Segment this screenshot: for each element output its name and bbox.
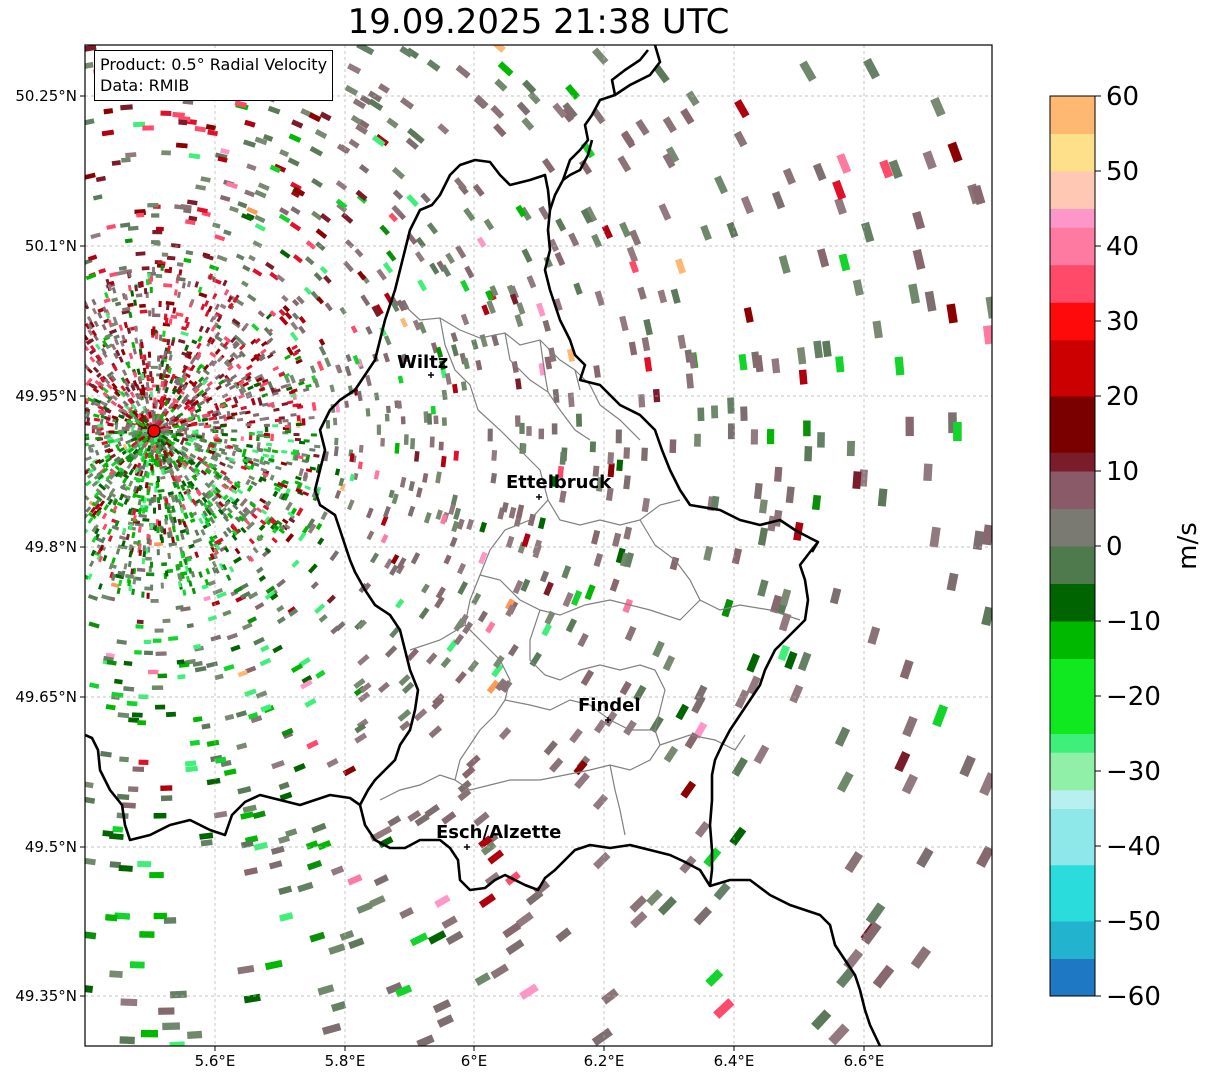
city-findel: Findel bbox=[578, 695, 641, 723]
y-tick-label: 50.25°N bbox=[15, 87, 77, 105]
colorbar-segment bbox=[1050, 883, 1095, 903]
colorbar-segment bbox=[1050, 227, 1095, 247]
y-tick-label: 50.1°N bbox=[25, 237, 77, 255]
colorbar-tick-label: −20 bbox=[1106, 682, 1161, 712]
colorbar-tick-label: 50 bbox=[1106, 157, 1139, 187]
colorbar-segment bbox=[1050, 789, 1095, 809]
city-ettelbruck: Ettelbruck bbox=[506, 472, 612, 500]
city-label: Findel bbox=[578, 695, 641, 716]
colorbar-tick-label: −10 bbox=[1106, 607, 1161, 637]
velocity-echoes bbox=[85, 45, 992, 1046]
colorbar-segment bbox=[1050, 864, 1095, 884]
y-tick-label: 49.95°N bbox=[15, 387, 77, 405]
colorbar-segment bbox=[1050, 508, 1095, 528]
colorbar-segment bbox=[1050, 808, 1095, 828]
city-wiltz: Wiltz bbox=[397, 352, 448, 378]
colorbar-segment bbox=[1050, 733, 1095, 753]
colorbar-tick-label: −60 bbox=[1106, 982, 1161, 1012]
colorbar-segment bbox=[1050, 321, 1095, 341]
colorbar-segment bbox=[1050, 152, 1095, 172]
x-tick-label: 5.6°E bbox=[195, 1052, 236, 1070]
colorbar-segment bbox=[1050, 358, 1095, 378]
colorbar-segment bbox=[1050, 696, 1095, 716]
colorbar-segment bbox=[1050, 171, 1095, 191]
gridlines bbox=[85, 45, 992, 1046]
city-markers: Wiltz Ettelbruck Findel Esch/Alzette bbox=[397, 352, 641, 850]
product-label: Product: 0.5° Radial Velocity bbox=[100, 55, 328, 74]
colorbar-segment bbox=[1050, 714, 1095, 734]
map-frame bbox=[84, 44, 993, 1047]
colorbar-segment bbox=[1050, 133, 1095, 153]
y-tick-label: 49.35°N bbox=[15, 987, 77, 1005]
colorbar-segment bbox=[1050, 939, 1095, 959]
chart-title: 19.09.2025 21:38 UTC bbox=[347, 2, 730, 42]
colorbar-tick-label: 60 bbox=[1106, 82, 1139, 112]
colorbar-segment bbox=[1050, 583, 1095, 603]
x-tick-label: 5.8°E bbox=[325, 1052, 366, 1070]
colorbar-tick-label: −40 bbox=[1106, 832, 1161, 862]
colorbar-segment bbox=[1050, 546, 1095, 566]
colorbar-unit-label: m/s bbox=[1173, 522, 1203, 570]
colorbar-segment bbox=[1050, 958, 1095, 978]
x-tick-label: 6°E bbox=[461, 1052, 488, 1070]
colorbar-segment bbox=[1050, 977, 1095, 997]
colorbar-tick-label: 0 bbox=[1106, 532, 1123, 562]
colorbar-segment bbox=[1050, 414, 1095, 434]
colorbar-tick-label: −50 bbox=[1106, 907, 1161, 937]
colorbar-ticks: 60 50 40 30 20 10 0 −10 −20 −30 −40 −50 … bbox=[1106, 82, 1161, 1012]
colorbar-segment bbox=[1050, 658, 1095, 678]
y-tick-label: 49.5°N bbox=[25, 838, 77, 856]
city-esch-alzette: Esch/Alzette bbox=[436, 822, 561, 850]
colorbar-segment bbox=[1050, 564, 1095, 584]
product-info-box: Product: 0.5° Radial Velocity Data: RMIB bbox=[94, 50, 334, 101]
colorbar-segment bbox=[1050, 452, 1095, 472]
colorbar-tick-label: 20 bbox=[1106, 382, 1139, 412]
national-borders bbox=[85, 45, 882, 1046]
colorbar-segment bbox=[1050, 639, 1095, 659]
colorbar-segment bbox=[1050, 246, 1095, 266]
colorbar-segment bbox=[1050, 489, 1095, 509]
x-tick-label: 6.2°E bbox=[584, 1052, 625, 1070]
colorbar-segment bbox=[1050, 339, 1095, 359]
colorbar-segment bbox=[1050, 677, 1095, 697]
city-label: Esch/Alzette bbox=[436, 822, 561, 843]
colorbar-segment bbox=[1050, 527, 1095, 547]
colorbar-segment bbox=[1050, 902, 1095, 922]
colorbar-segment bbox=[1050, 921, 1095, 941]
colorbar-segment bbox=[1050, 283, 1095, 303]
colorbar-segment bbox=[1050, 264, 1095, 284]
data-source-label: Data: RMIB bbox=[100, 76, 190, 95]
colorbar-segment bbox=[1050, 621, 1095, 641]
colorbar-segment bbox=[1050, 189, 1095, 209]
colorbar-segment bbox=[1050, 433, 1095, 453]
colorbar-segment bbox=[1050, 846, 1095, 866]
colorbar-segment bbox=[1050, 114, 1095, 134]
colorbar-tick-label: 40 bbox=[1106, 232, 1139, 262]
colorbar-tick-label: 10 bbox=[1106, 457, 1139, 487]
axis-ticks bbox=[80, 95, 865, 1051]
y-tick-label: 49.8°N bbox=[25, 538, 77, 556]
radar-site-marker bbox=[147, 424, 161, 438]
canton-boundaries bbox=[379, 304, 801, 836]
colorbar-segment bbox=[1050, 771, 1095, 791]
colorbar-segment bbox=[1050, 471, 1095, 491]
x-tick-label: 6.4°E bbox=[714, 1052, 755, 1070]
colorbar-segment bbox=[1050, 302, 1095, 322]
y-tick-label: 49.65°N bbox=[15, 688, 77, 706]
colorbar bbox=[1050, 96, 1095, 997]
colorbar-segment bbox=[1050, 96, 1095, 116]
colorbar-segment bbox=[1050, 827, 1095, 847]
x-tick-label: 6.6°E bbox=[844, 1052, 885, 1070]
city-label: Ettelbruck bbox=[506, 472, 612, 493]
colorbar-segment bbox=[1050, 602, 1095, 622]
city-label: Wiltz bbox=[397, 352, 448, 373]
colorbar-segment bbox=[1050, 396, 1095, 416]
colorbar-segment bbox=[1050, 377, 1095, 397]
colorbar-tick-label: −30 bbox=[1106, 757, 1161, 787]
colorbar-tick-label: 30 bbox=[1106, 307, 1139, 337]
colorbar-segment bbox=[1050, 208, 1095, 228]
colorbar-segment bbox=[1050, 752, 1095, 772]
